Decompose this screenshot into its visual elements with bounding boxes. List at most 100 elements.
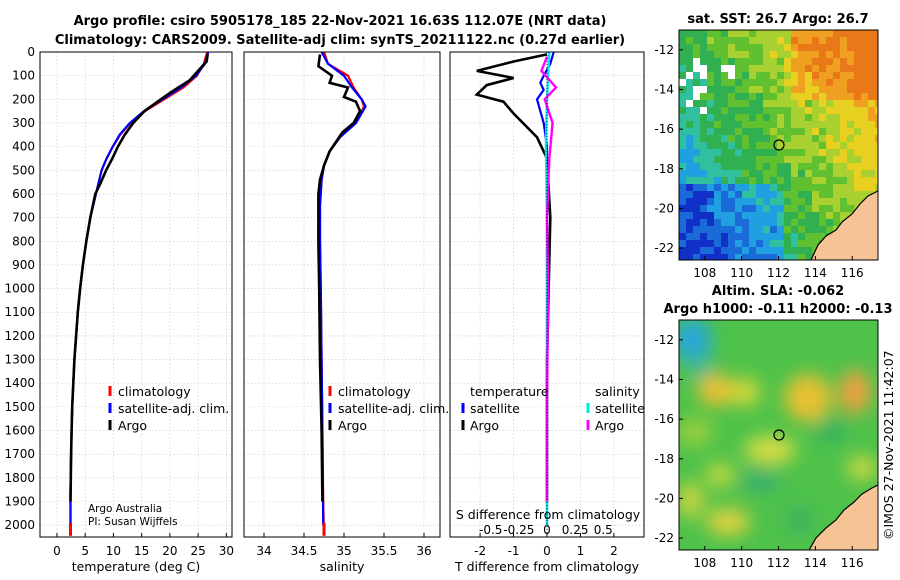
y-tick-label: 600 (12, 187, 35, 201)
x-top-tick-label: -0.5 (479, 523, 502, 537)
y-tick-label: 1800 (4, 471, 35, 485)
figure-title-line1: Argo profile: csiro 5905178_185 22-Nov-2… (74, 14, 607, 29)
timestamp: ©IMOS 27-Nov-2021 11:42:07 (881, 350, 896, 540)
x-tick-label: 35.5 (371, 544, 398, 558)
legend-title-temperature: temperature (470, 384, 549, 399)
legend-label-sal-argo: Argo (595, 418, 624, 433)
axes-frame (39, 51, 233, 538)
series-group (474, 52, 558, 537)
salinity-panel: 34 34.5 35 35.5 36 (243, 51, 441, 558)
series-line-argo (317, 54, 362, 502)
x-tick-label: -2 (474, 544, 486, 558)
map-y-tick-label: -14 (654, 372, 674, 386)
y-tick-label: 1400 (4, 376, 35, 390)
salinity-legend: climatology satellite-adj. clim. Argo (328, 384, 449, 433)
y-tick-label: 1900 (4, 495, 35, 509)
x-tick-label: 25 (190, 544, 205, 558)
legend-label-satellite: satellite-adj. clim. (338, 401, 449, 416)
y-tick-label: 900 (12, 258, 35, 272)
coastline-land (808, 484, 878, 550)
map-y-tick-label: -12 (654, 333, 674, 347)
y-tick-label: 400 (12, 140, 35, 154)
map-y-tick-label: -16 (654, 412, 674, 426)
x-tick-label: 20 (162, 544, 177, 558)
sst-map-field (679, 30, 878, 260)
map-x-tick-label: 116 (841, 266, 864, 280)
series-line-salinity-argo (540, 56, 558, 502)
sla-map-title2: Argo h1000: -0.11 h2000: -0.13 (663, 302, 892, 317)
legend-label-climatology: climatology (338, 384, 411, 399)
y-tick-label: 1000 (4, 282, 35, 296)
x-tick-label: 0 (543, 544, 551, 558)
y-tick-label: 700 (12, 211, 35, 225)
map-x-tick-label: 110 (730, 266, 753, 280)
x-tick-label: 5 (81, 544, 89, 558)
x-tick-label: 10 (106, 544, 121, 558)
y-tick-label: 0 (27, 45, 35, 59)
series-group (68, 52, 210, 536)
map-y-tick-label: -18 (654, 452, 674, 466)
figure-title-line2: Climatology: CARS2009. Satellite-adj cli… (55, 33, 625, 48)
y-tick-label: 2000 (4, 518, 35, 532)
y-tick-label: 1500 (4, 400, 35, 414)
map-y-tick-label: -22 (654, 531, 674, 545)
x-tick-label: 35 (336, 544, 351, 558)
x-tick-label: 34 (256, 544, 271, 558)
legend-label-temp-argo: Argo (470, 418, 499, 433)
y-tick-label: 100 (12, 69, 35, 83)
map-x-tick-label: 108 (693, 266, 716, 280)
x-top-tick-label: -0.25 (503, 523, 534, 537)
map-x-tick-label: 110 (730, 556, 753, 570)
salinity-xlabel: salinity (320, 559, 365, 574)
sst-map-title: sat. SST: 26.7 Argo: 26.7 (687, 12, 868, 27)
map-y-tick-label: -22 (654, 241, 674, 255)
map-x-tick-label: 116 (841, 556, 864, 570)
legend-label-temp-satellite: satellite (470, 401, 520, 416)
y-tick-label: 1100 (4, 305, 35, 319)
y-tick-label: 1200 (4, 329, 35, 343)
x-top-tick-label: 0.5 (594, 523, 613, 537)
plot-area (244, 52, 440, 537)
series-line-argo (69, 54, 209, 502)
coastline-land (810, 190, 878, 260)
plot-area (40, 52, 232, 537)
map-x-tick-label: 112 (767, 556, 790, 570)
map-x-tick-label: 112 (767, 266, 790, 280)
difference-xlabel: T difference from climatology (454, 559, 640, 574)
credit-line2: PI: Susan Wijffels (88, 516, 178, 528)
x-tick-label: 0 (53, 544, 61, 558)
y-tick-label: 1700 (4, 447, 35, 461)
legend-label-satellite: satellite-adj. clim. (118, 401, 229, 416)
x-tick-label: 15 (134, 544, 149, 558)
argo-position-marker (773, 429, 785, 441)
y-tick-label: 800 (12, 234, 35, 248)
y-tick-label: 500 (12, 163, 35, 177)
x-top-tick-label: 0.25 (562, 523, 589, 537)
x-tick-label: 36 (416, 544, 431, 558)
sla-map-axes: 108 110 112 114 116 -12 -14 -16 -18 -20 -22 (654, 333, 863, 570)
axes-frame (243, 51, 441, 538)
legend-label-argo: Argo (118, 418, 147, 433)
legend-title-salinity: salinity (595, 384, 640, 399)
series-line-temperature-argo (474, 53, 552, 502)
argo-position-marker (773, 139, 785, 151)
gridlines (244, 51, 440, 537)
y-tick-label: 1600 (4, 424, 35, 438)
difference-panel: -2 -1 0 1 2-0.5 -0.25 0 0.25 0.5 (449, 51, 645, 558)
map-y-tick-label: -20 (654, 491, 674, 505)
difference-legend: temperature salinity satellite Argo sate… (461, 384, 645, 433)
x-tick-label: -1 (508, 544, 520, 558)
x-tick-label: 30 (219, 544, 234, 558)
legend-label-sal-satellite: satellite (595, 401, 645, 416)
legend-label-climatology: climatology (118, 384, 191, 399)
axes-frame (449, 51, 645, 538)
map-y-tick-label: -16 (654, 122, 674, 136)
sla-map-title1: Altim. SLA: -0.062 (712, 284, 844, 299)
y-tick-label: 300 (12, 116, 35, 130)
sla-map-field (679, 320, 878, 550)
y-tick-label: 1300 (4, 353, 35, 367)
temperature-panel: 0100200300400500600700800900100011001200… (4, 45, 234, 558)
map-x-tick-label: 114 (804, 556, 827, 570)
map-y-tick-label: -20 (654, 201, 674, 215)
x-tick-label: 34.5 (291, 544, 318, 558)
